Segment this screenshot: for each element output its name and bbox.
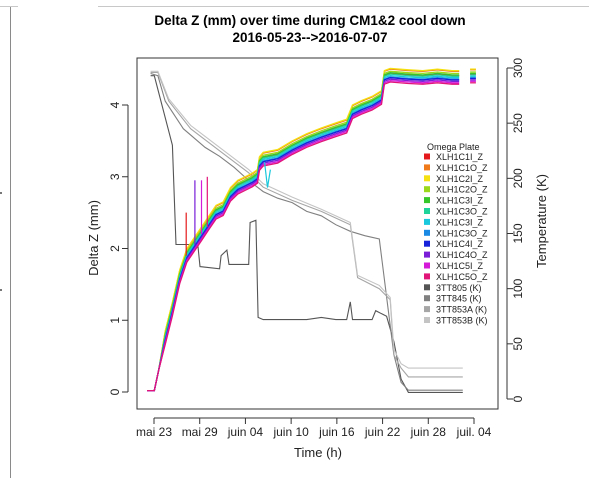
legend-entry: XLH1C3I_Z	[436, 196, 484, 206]
temperature-series	[150, 70, 463, 393]
y2-tick-label: 100	[511, 278, 525, 298]
legend-swatch	[424, 306, 430, 313]
x-tick-label: mai 23	[136, 425, 172, 439]
legend-swatch	[424, 186, 430, 193]
legend-entry: XLH1C3O_Z	[436, 228, 488, 238]
delta-line	[147, 74, 460, 392]
y2-tick-label: 150	[511, 223, 525, 243]
y2-tick-label: 0	[511, 395, 525, 402]
chart-title: Delta Z (mm) over time during CM1&2 cool…	[154, 13, 465, 28]
legend-entry: 3TT805 (K)	[436, 283, 482, 293]
x-tick-label: mai 29	[182, 425, 218, 439]
legend-entry: 3TT853A (K)	[436, 305, 487, 315]
y-tick-label: 0	[108, 388, 122, 395]
delta-line	[147, 81, 460, 392]
legend-entry: 3TT853B (K)	[436, 316, 488, 326]
x-axis-label: Time (h)	[294, 445, 342, 460]
y2-axis-label: Temperature (K)	[534, 174, 549, 268]
delta-z-series	[147, 67, 476, 392]
y2-tick-label: 250	[511, 113, 525, 133]
y-tick-label: 4	[108, 101, 122, 108]
spike-line	[264, 162, 271, 188]
delta-line	[147, 70, 460, 392]
y-axis-label: Delta Z (mm)	[86, 200, 101, 276]
legend-swatch	[424, 218, 430, 225]
delta-line	[147, 67, 460, 392]
legend-swatch	[424, 284, 430, 291]
legend-swatch	[424, 273, 430, 280]
x-tick-label: juin 10	[272, 425, 309, 439]
y-axis-left: 0 1 2 3 4	[108, 101, 129, 395]
frame-mark	[0, 192, 2, 194]
y-tick-label: 1	[108, 317, 122, 324]
legend-swatch	[424, 153, 430, 160]
frame-border-top	[0, 6, 18, 7]
legend-swatch	[424, 197, 430, 204]
x-axis: mai 23 mai 29 juin 04 juin 10 juin 16 juin 22…	[136, 417, 492, 439]
legend-swatch	[424, 295, 430, 302]
spike-traces	[185, 162, 271, 256]
frame-border-top	[98, 6, 589, 7]
legend-swatch	[424, 229, 430, 236]
legend-entry: XLH1C3O_Z	[436, 207, 488, 217]
legend-entry: XLH1C4O_Z	[436, 250, 488, 260]
y-axis-right: 0 50 100 150 200 250 300	[506, 58, 525, 402]
x-tick-label: juin 16	[318, 425, 355, 439]
legend-entry: XLH1C3I_Z	[436, 217, 484, 227]
temperature-line	[150, 70, 463, 369]
delta-line	[147, 72, 460, 392]
legend-swatch	[424, 164, 430, 171]
x-tick-label: juil. 04	[456, 425, 492, 439]
y-tick-label: 3	[108, 173, 122, 180]
legend-entry: 3TT845 (K)	[436, 294, 482, 304]
legend-entry: XLH1C1O_Z	[436, 163, 488, 173]
legend-swatch	[424, 208, 430, 214]
x-tick-label: juin 22	[364, 425, 401, 439]
y-tick-label: 2	[108, 245, 122, 252]
legend-entry: XLH1C2I_Z	[436, 174, 484, 184]
plot-area-border	[136, 57, 499, 410]
y2-tick-label: 50	[511, 337, 525, 351]
y2-tick-label: 200	[511, 168, 525, 188]
frame-border-left	[10, 6, 11, 478]
x-tick-label: juin 28	[410, 425, 447, 439]
delta-line	[147, 76, 460, 392]
delta-line	[147, 73, 460, 392]
delta-line	[147, 79, 460, 392]
delta-line	[147, 68, 460, 392]
temperature-line	[150, 72, 463, 391]
delta-line	[147, 77, 460, 392]
legend-entry: XLH1C2O_Z	[436, 185, 488, 195]
temperature-line	[150, 71, 463, 378]
legend-swatch	[424, 240, 430, 247]
legend: Omega Plate XLH1C1I_ZXLH1C1O_ZXLH1C2I_ZX…	[424, 142, 488, 326]
frame-mark	[0, 289, 2, 291]
legend-entry: XLH1C5I_Z	[436, 261, 484, 271]
y2-tick-label: 300	[511, 58, 525, 78]
delta-line	[147, 72, 460, 392]
chart-subtitle: 2016-05-23-->2016-07-07	[233, 30, 388, 45]
x-tick-label: juin 04	[227, 425, 264, 439]
legend-swatch	[424, 262, 430, 269]
legend-entry: XLH1C5O_Z	[436, 272, 488, 282]
legend-swatch	[424, 175, 430, 182]
legend-swatch	[424, 251, 430, 258]
legend-title: Omega Plate	[427, 142, 480, 152]
legend-entry: XLH1C1I_Z	[436, 152, 484, 162]
legend-swatch	[424, 317, 430, 323]
delta-line	[147, 78, 460, 392]
legend-entry: XLH1C4I_Z	[436, 239, 484, 249]
temperature-line	[150, 75, 463, 393]
